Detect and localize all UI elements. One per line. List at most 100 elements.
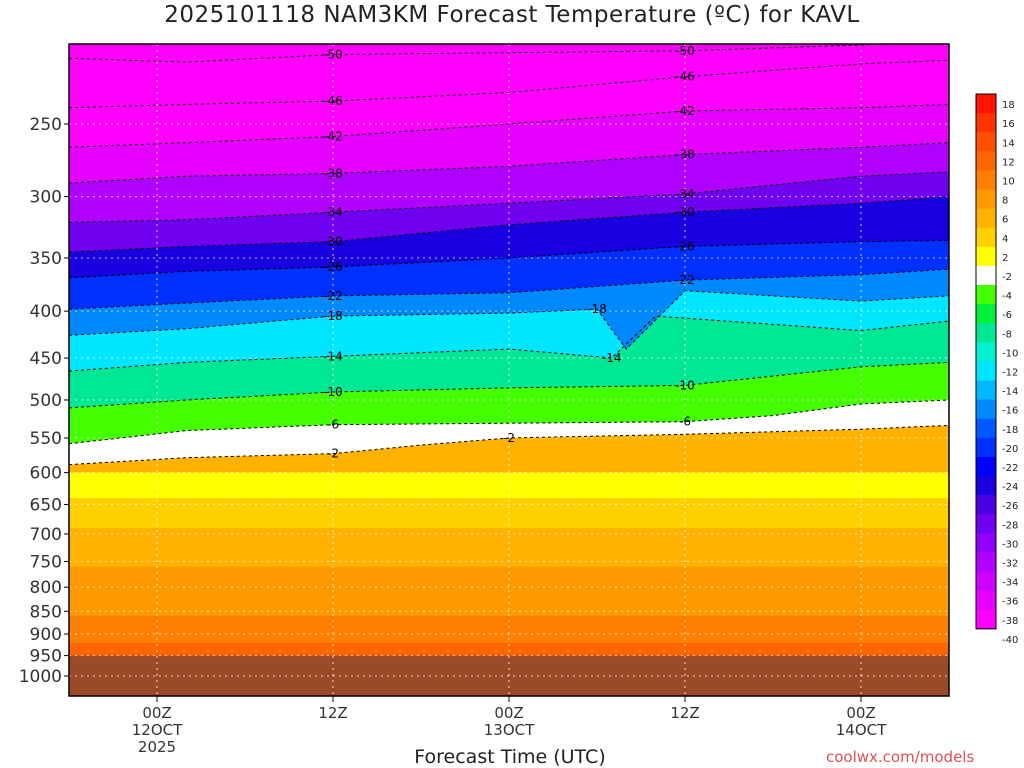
isotherm-label: -30 xyxy=(323,235,343,249)
y-tick-label: 850 xyxy=(30,602,62,622)
colorbar-label: -30 xyxy=(1002,539,1018,550)
chart-title: 2025101118 NAM3KM Forecast Temperature (… xyxy=(164,2,860,28)
colorbar-swatch xyxy=(976,476,996,496)
colorbar-swatch xyxy=(976,246,996,267)
isotherm-line xyxy=(69,290,949,350)
colorbar-label: -12 xyxy=(1002,368,1018,379)
colorbar-label: -24 xyxy=(1002,482,1018,493)
y-tick-label: 550 xyxy=(30,429,62,449)
colorbar-label: -18 xyxy=(1002,425,1018,436)
isotherm-label: -10 xyxy=(675,378,695,392)
isotherm-label: -38 xyxy=(323,166,343,180)
isotherm-label: -34 xyxy=(323,205,343,219)
isotherm-label: -46 xyxy=(323,94,343,108)
colorbar-swatch xyxy=(976,437,996,458)
isotherm-line xyxy=(69,399,949,445)
colorbar-swatch xyxy=(976,552,996,572)
colorbar-label: -22 xyxy=(1002,463,1018,474)
colorbar-swatch xyxy=(976,227,996,248)
colorbar-label: -36 xyxy=(1002,597,1018,608)
colorbar-swatch xyxy=(976,495,996,515)
colorbar-swatch xyxy=(976,533,996,553)
isotherm-label: -18 xyxy=(587,302,607,316)
y-tick-label: 450 xyxy=(30,349,62,369)
isotherm-label: -14 xyxy=(323,349,343,363)
colorbar-label: 8 xyxy=(1002,196,1008,207)
y-tick-label: 350 xyxy=(30,249,62,269)
colorbar-swatch xyxy=(976,399,996,420)
colorbar-label: -26 xyxy=(1002,501,1018,512)
isotherm-line xyxy=(69,240,949,279)
isotherm-label: -22 xyxy=(675,273,695,287)
y-axis: 250 300 350 400 450 500 550 600 650 700 750 800 850 9… xyxy=(19,115,69,687)
isotherm-line xyxy=(69,424,949,466)
colorbar-label: 4 xyxy=(1002,234,1008,245)
x-tick-label: 13OCT xyxy=(484,721,535,739)
x-tick-label: 00Z xyxy=(846,704,875,722)
colorbar-label: 14 xyxy=(1002,138,1015,149)
isotherm-line xyxy=(69,44,895,63)
colorbar-swatch xyxy=(976,170,996,190)
colorbar-swatch xyxy=(976,456,996,477)
colorbar-swatch xyxy=(976,304,996,324)
x-tick-label: 12OCT xyxy=(132,721,183,739)
colorbar-swatch xyxy=(976,342,996,362)
y-tick-label: 650 xyxy=(30,495,62,515)
colorbar-label: 2 xyxy=(1002,253,1008,264)
colorbar-swatch xyxy=(976,609,996,630)
colorbar-label: -38 xyxy=(1002,616,1018,627)
colorbar-label: -16 xyxy=(1002,406,1018,417)
y-tick-label: 950 xyxy=(30,647,62,667)
isotherm-label: -26 xyxy=(675,239,695,253)
x-tick-label: 2025 xyxy=(138,738,176,756)
isotherm-line xyxy=(69,59,949,109)
y-tick-label: 600 xyxy=(30,464,62,484)
colorbar-swatch xyxy=(976,285,996,305)
isotherm-label: -2 xyxy=(327,447,339,461)
x-tick-label: 00Z xyxy=(494,704,523,722)
credit-link[interactable]: coolwx.com/models xyxy=(826,748,975,766)
colorbar-swatch xyxy=(976,514,996,534)
colorbar-label: -20 xyxy=(1002,444,1018,455)
colorbar-label: -8 xyxy=(1002,329,1012,340)
colorbar-label: -2 xyxy=(1002,272,1012,283)
isotherm-label: -42 xyxy=(323,130,343,144)
y-tick-label: 300 xyxy=(30,188,62,208)
isotherm-label: -42 xyxy=(675,104,695,118)
y-tick-label: 400 xyxy=(30,302,62,322)
x-tick-label: 00Z xyxy=(142,704,171,722)
colorbar-legend: 18 16 14 12 10 8 6 4 2 -2 -4 -6 -8 -10 -12 -14 -16 -18 -20… xyxy=(975,93,1018,646)
colorbar-frame xyxy=(975,93,997,630)
y-tick-label: 250 xyxy=(30,115,62,135)
colorbar-label: -28 xyxy=(1002,520,1018,531)
colorbar-swatch xyxy=(976,189,996,210)
colorbar-label: 12 xyxy=(1002,157,1015,168)
isotherm-contours: -50 -50 -46 -46 -42 -42 -38 -38 -34 -34 -30 -30 -26 -… xyxy=(69,44,949,466)
isotherm-label: -38 xyxy=(675,148,695,162)
y-tick-label: 900 xyxy=(30,625,62,645)
colorbar-swatch xyxy=(976,151,996,171)
isotherm-label: -10 xyxy=(323,385,343,399)
colorbar-label: -32 xyxy=(1002,559,1018,570)
isotherm-line xyxy=(69,103,949,148)
isotherm-label: -6 xyxy=(327,418,339,432)
colorbar-swatch xyxy=(976,418,996,439)
y-tick-label: 700 xyxy=(30,525,62,545)
isotherm-label: -34 xyxy=(675,187,695,201)
grid-lines xyxy=(69,44,949,696)
colorbar-swatch xyxy=(976,380,996,401)
colorbar-label: -14 xyxy=(1002,387,1018,398)
x-tick-label: 12Z xyxy=(670,704,699,722)
isotherm-line xyxy=(69,171,949,223)
isotherm-line xyxy=(69,315,949,372)
colorbar-label: -4 xyxy=(1002,291,1012,302)
colorbar-label: -6 xyxy=(1002,310,1012,321)
colorbar-swatch xyxy=(976,590,996,611)
y-tick-label: 800 xyxy=(30,578,62,598)
isotherm-line xyxy=(69,361,949,409)
y-tick-label: 1000 xyxy=(19,667,62,687)
colorbar-label: -10 xyxy=(1002,348,1018,359)
isotherm-label: -18 xyxy=(323,309,343,323)
